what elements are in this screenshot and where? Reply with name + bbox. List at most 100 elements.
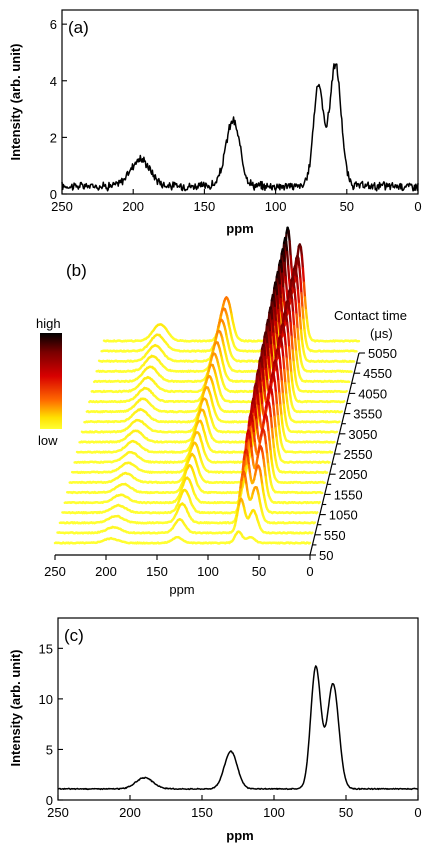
colorbar-low-label: low — [38, 433, 58, 448]
a-y-tick-label: 6 — [50, 17, 57, 32]
stack-trace-segment-2800 — [277, 349, 282, 360]
stack-trace-segment-4800 — [299, 277, 303, 295]
stack-trace-segment-3300 — [271, 319, 275, 335]
stack-trace-segment-550 — [238, 486, 242, 498]
stack-trace-segment-2550 — [280, 414, 284, 427]
stack-trace-segment-3800 — [276, 294, 280, 312]
stack-trace-segment-2550 — [276, 369, 280, 383]
stack-trace-segment-3800 — [287, 302, 291, 313]
stack-trace-segment-3800 — [277, 308, 281, 325]
stack-trace-segment-3800 — [293, 370, 297, 381]
stack-trace-segment-2300 — [263, 391, 267, 403]
stack-trace-segment-1300 — [264, 444, 269, 456]
stack-trace-segment-2050 — [271, 394, 275, 407]
stack-trace-segment-4050 — [294, 350, 299, 363]
stack-trace-segment-1800 — [268, 407, 273, 420]
stack-trace-segment-2550 — [279, 404, 283, 417]
stack-trace-segment-2300 — [260, 358, 264, 370]
stack-trace-segment-4300 — [293, 288, 297, 303]
stack-trace-segment-3300 — [283, 333, 287, 348]
stack-trace-segment-1550 — [256, 428, 260, 440]
stack-trace-segment-4300 — [280, 262, 284, 275]
stack-trace-segment-2050 — [258, 372, 262, 383]
stack-trace-segment-4050 — [278, 284, 283, 301]
stack-trace-segment-2800 — [280, 380, 285, 395]
stack-trace-segment-3300 — [284, 344, 288, 360]
stack-trace-segment-4800 — [284, 240, 289, 254]
stack-trace-segment-2800 — [268, 368, 272, 380]
stack-trace-segment-4800 — [297, 257, 301, 269]
stack-trace-segment-2800 — [278, 357, 283, 371]
stack-trace-segment-4550 — [283, 261, 287, 279]
stack-trace-segment-1300 — [247, 415, 252, 427]
colorbar-high-label: high — [36, 316, 61, 331]
stack-trace-segment-3550 — [289, 359, 293, 374]
stack-trace-segment-4550 — [299, 329, 304, 343]
stack-trace-segment-4300 — [292, 280, 296, 291]
stack-trace-segment-3550 — [272, 297, 277, 310]
stack-trace-segment-4050 — [290, 298, 295, 314]
stack-trace-segment-4550 — [298, 316, 303, 332]
stack-trace-segment-2300 — [262, 379, 266, 394]
stack-trace-segment-3800 — [290, 335, 294, 352]
stack-trace-segment-3800 — [344, 389, 348, 393]
stack-trace-segment-1800 — [269, 416, 274, 431]
stack-trace-segment-5050 — [289, 254, 293, 271]
stack-trace-segment-5050 — [304, 308, 309, 321]
stack-trace-segment-4800 — [300, 291, 304, 309]
panel-b: (b) high low Contact time (μs) 505501050… — [36, 226, 407, 597]
stack-trace-segment-2800 — [279, 368, 284, 383]
stack-trace-segment-550 — [312, 521, 317, 525]
stack-trace-segment-4300 — [289, 279, 293, 289]
stack-trace-segment-1800 — [256, 393, 261, 408]
stack-trace-segment-2050 — [260, 392, 264, 407]
panel-a-spectrum-line — [61, 63, 419, 192]
stack-trace-segment-2300 — [261, 367, 265, 382]
stack-trace-segment-1800 — [252, 386, 256, 400]
a-x-tick-label: 200 — [122, 199, 144, 214]
stack-trace-segment-1550 — [254, 407, 258, 421]
panel-a-label: (a) — [68, 18, 89, 37]
panel-a-ylabel: Intensity (arb. unit) — [8, 44, 23, 161]
stack-trace-segment-4550 — [300, 339, 305, 350]
stack-trace-segment-4050 — [292, 324, 297, 341]
stack-trace-segment-1800 — [270, 427, 275, 441]
stack-trace-segment-800 — [315, 511, 319, 515]
stack-trace-segment-2800 — [281, 392, 286, 406]
stack-trace-segment-1300 — [265, 453, 270, 466]
stack-trace-segment-5050 — [303, 296, 308, 312]
panel-a-frame — [61, 9, 419, 195]
stack-trace-segment-3050 — [269, 344, 274, 359]
stack-trace-segment-5050 — [299, 246, 304, 257]
stack-trace-segment-3550 — [273, 306, 278, 323]
stack-trace-segment-1050 — [249, 438, 253, 450]
stack-trace-segment-3300 — [270, 309, 274, 322]
stack-trace-segment-3300 — [287, 382, 292, 394]
stack-trace-segment-2800 — [267, 355, 271, 371]
stack-trace-segment-1800 — [272, 447, 277, 459]
stack-trace-segment-1550 — [246, 438, 251, 455]
stack-trace-segment-4300 — [294, 299, 298, 316]
stack-trace-segment-1550 — [268, 440, 272, 453]
stack-trace-segment-2550 — [277, 379, 281, 395]
stack-trace-segment-2550 — [278, 392, 282, 407]
stack-trace-segment-5050 — [301, 267, 306, 284]
stack-trace-segment-2300 — [277, 425, 282, 437]
stack-trace-segment-2800 — [265, 334, 269, 346]
stack-trace-segment-2050 — [261, 403, 265, 415]
stack-trace-segment-3800 — [292, 360, 296, 374]
stack-trace-segment-4800 — [287, 265, 291, 281]
stack-trace-segment-4550 — [296, 289, 301, 306]
a-x-tick-label: 100 — [265, 199, 287, 214]
stack-trace-segment-1300 — [251, 421, 256, 435]
stack-trace-segment-4050 — [279, 297, 284, 314]
stack-trace-segment-5050 — [305, 318, 310, 330]
stack-trace-segment-5050 — [288, 240, 292, 258]
stack-trace-segment-4550 — [282, 251, 286, 265]
stack-trace-segment-4300 — [296, 327, 300, 343]
stack-trace-segment-1300 — [263, 435, 268, 447]
stack-trace-segment-4800 — [294, 257, 298, 267]
stack-trace-segment-1050 — [262, 458, 266, 470]
